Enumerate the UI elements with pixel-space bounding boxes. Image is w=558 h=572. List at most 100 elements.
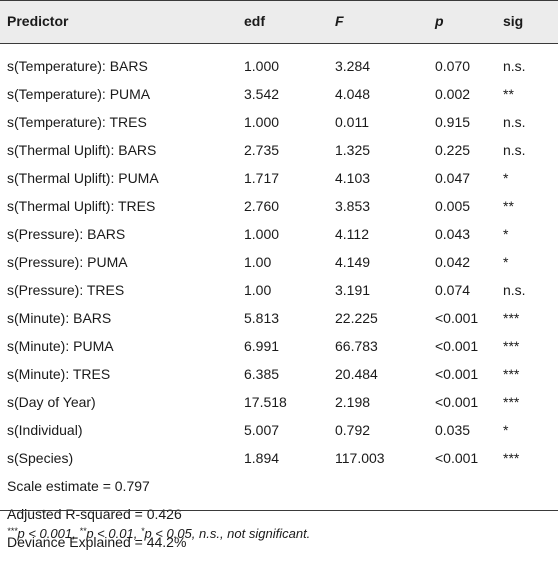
header-sig: sig xyxy=(503,13,524,29)
cell-sig: *** xyxy=(503,366,520,382)
cell-f: 22.225 xyxy=(335,310,378,326)
cell-predictor: s(Pressure): TRES xyxy=(7,282,125,298)
cell-edf: 2.735 xyxy=(244,142,280,158)
cell-predictor: s(Minute): TRES xyxy=(7,366,111,382)
cell-predictor: s(Thermal Uplift): BARS xyxy=(7,142,157,158)
cell-edf: 3.542 xyxy=(244,86,280,102)
cell-f: 66.783 xyxy=(335,338,378,354)
table-header-background xyxy=(0,0,558,43)
table-row: s(Pressure): TRES 1.00 3.191 0.074 n.s. xyxy=(0,276,558,304)
cell-edf: 2.760 xyxy=(244,198,280,214)
cell-predictor: s(Temperature): TRES xyxy=(7,114,147,130)
cell-p: 0.074 xyxy=(435,282,471,298)
footnote-text-1: p < 0.001, xyxy=(17,526,80,541)
cell-p: <0.001 xyxy=(435,450,479,466)
footnote-text-3: p < 0.05, n.s., not significant. xyxy=(144,526,311,541)
cell-sig: n.s. xyxy=(503,58,526,74)
cell-sig: * xyxy=(503,226,509,242)
cell-edf: 1.00 xyxy=(244,282,272,298)
cell-edf: 5.007 xyxy=(244,422,280,438)
cell-p: <0.001 xyxy=(435,394,479,410)
cell-edf: 1.000 xyxy=(244,226,280,242)
table-row: s(Species) 1.894 117.003 <0.001 *** xyxy=(0,444,558,472)
cell-p: 0.042 xyxy=(435,254,471,270)
header-p: p xyxy=(435,13,444,29)
cell-edf: 1.000 xyxy=(244,114,280,130)
bottom-rule xyxy=(0,510,558,511)
cell-p: <0.001 xyxy=(435,366,479,382)
cell-predictor: s(Thermal Uplift): PUMA xyxy=(7,170,159,186)
cell-f: 117.003 xyxy=(335,450,385,466)
cell-predictor: s(Minute): PUMA xyxy=(7,338,114,354)
cell-p: 0.002 xyxy=(435,86,471,102)
cell-edf: 1.717 xyxy=(244,170,280,186)
cell-predictor: s(Pressure): PUMA xyxy=(7,254,128,270)
cell-f: 1.325 xyxy=(335,142,371,158)
cell-p: 0.225 xyxy=(435,142,471,158)
cell-sig: *** xyxy=(503,450,520,466)
cell-sig: n.s. xyxy=(503,142,526,158)
table-row: s(Thermal Uplift): BARS 2.735 1.325 0.225 n.… xyxy=(0,136,558,164)
cell-p: 0.005 xyxy=(435,198,471,214)
cell-p: 0.915 xyxy=(435,114,471,130)
top-rule xyxy=(0,0,558,1)
cell-edf: 1.894 xyxy=(244,450,280,466)
table-row: s(Pressure): BARS 1.000 4.112 0.043 * xyxy=(0,220,558,248)
cell-predictor: s(Species) xyxy=(7,450,74,466)
cell-sig: * xyxy=(503,170,509,186)
cell-f: 4.048 xyxy=(335,86,371,102)
footnote-sup-2: ** xyxy=(79,526,87,536)
cell-sig: *** xyxy=(503,394,520,410)
cell-f: 4.103 xyxy=(335,170,371,186)
cell-f: 2.198 xyxy=(335,394,371,410)
cell-p: 0.043 xyxy=(435,226,471,242)
header-rule xyxy=(0,43,558,44)
footnote-text-2: p < 0.01, xyxy=(86,526,141,541)
table-row: s(Temperature): TRES 1.000 0.011 0.915 n.s. xyxy=(0,108,558,136)
header-edf: edf xyxy=(244,13,265,29)
table-row: s(Minute): PUMA 6.991 66.783 <0.001 *** xyxy=(0,332,558,360)
cell-sig: * xyxy=(503,254,509,270)
cell-predictor: s(Minute): BARS xyxy=(7,310,112,326)
footnote-sup-1: *** xyxy=(7,526,18,536)
cell-sig: *** xyxy=(503,310,520,326)
stat-line: Scale estimate = 0.797 xyxy=(7,478,150,494)
cell-predictor: s(Thermal Uplift): TRES xyxy=(7,198,156,214)
cell-predictor: s(Temperature): BARS xyxy=(7,58,148,74)
cell-sig: ** xyxy=(503,198,514,214)
cell-sig: * xyxy=(503,422,509,438)
cell-sig: *** xyxy=(503,338,520,354)
cell-p: 0.047 xyxy=(435,170,471,186)
cell-f: 0.792 xyxy=(335,422,371,438)
cell-p: <0.001 xyxy=(435,338,479,354)
table-row: s(Temperature): PUMA 3.542 4.048 0.002 ** xyxy=(0,80,558,108)
footnote-sup-3: * xyxy=(140,526,145,536)
cell-edf: 6.385 xyxy=(244,366,280,382)
cell-predictor: s(Temperature): PUMA xyxy=(7,86,151,102)
cell-f: 4.112 xyxy=(335,226,369,242)
cell-f: 3.191 xyxy=(335,282,371,298)
cell-edf: 6.991 xyxy=(244,338,280,354)
table-row: s(Thermal Uplift): PUMA 1.717 4.103 0.047 * xyxy=(0,164,558,192)
table-row: s(Pressure): PUMA 1.00 4.149 0.042 * xyxy=(0,248,558,276)
table-row: s(Day of Year) 17.518 2.198 <0.001 *** xyxy=(0,388,558,416)
cell-edf: 5.813 xyxy=(244,310,280,326)
cell-p: 0.035 xyxy=(435,422,471,438)
cell-edf: 17.518 xyxy=(244,394,287,410)
table-header-row: Predictor edf F p sig xyxy=(0,7,558,35)
significance-footnote: ***p < 0.001, **p < 0.01, *p < 0.05, n.s… xyxy=(7,524,310,544)
cell-edf: 1.00 xyxy=(244,254,272,270)
cell-edf: 1.000 xyxy=(244,58,280,74)
cell-f: 0.011 xyxy=(335,114,369,130)
cell-p: 0.070 xyxy=(435,58,471,74)
table-row: s(Minute): TRES 6.385 20.484 <0.001 *** xyxy=(0,360,558,388)
cell-predictor: s(Pressure): BARS xyxy=(7,226,126,242)
table-row: s(Thermal Uplift): TRES 2.760 3.853 0.005 ** xyxy=(0,192,558,220)
cell-sig: n.s. xyxy=(503,114,526,130)
cell-predictor: s(Individual) xyxy=(7,422,83,438)
table-row: s(Temperature): BARS 1.000 3.284 0.070 n.s. xyxy=(0,52,558,80)
cell-sig: n.s. xyxy=(503,282,526,298)
header-predictor: Predictor xyxy=(7,13,69,29)
table-row: s(Individual) 5.007 0.792 0.035 * xyxy=(0,416,558,444)
